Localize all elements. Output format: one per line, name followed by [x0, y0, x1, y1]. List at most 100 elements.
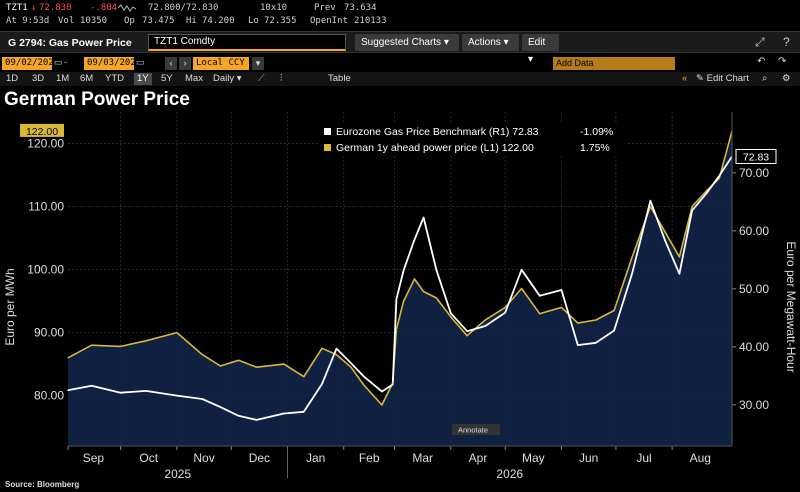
left-last-value-box [20, 123, 64, 137]
gas-point [706, 192, 708, 194]
ticker-symbol: TZT1 [6, 3, 28, 13]
gas-point [335, 347, 338, 350]
add-data-input[interactable]: Add Data [553, 57, 675, 70]
range-button-3d[interactable]: 3D [32, 73, 45, 84]
power-point [381, 404, 383, 406]
gas-point [466, 330, 468, 332]
undo-icon[interactable]: ↶ [757, 56, 766, 67]
gas-point [649, 200, 651, 202]
gas-point [303, 411, 305, 413]
double-chevron-left-icon[interactable]: « [682, 73, 688, 84]
power-point [90, 344, 93, 346]
chevron-down-icon[interactable]: ▾ [252, 57, 264, 70]
power-point [237, 359, 240, 361]
edit-dropdown[interactable]: Edit ▾ [522, 34, 559, 65]
calendar-icon[interactable]: ▭ [136, 57, 145, 67]
power-point [664, 231, 666, 233]
right-axis-label: Euro per Megawatt-Hour [784, 241, 798, 372]
x-tick-label: Feb [359, 451, 380, 465]
suggested-charts-dropdown[interactable]: Suggested Charts ▾ [355, 34, 459, 51]
zoom-icon[interactable]: ⌕ [762, 73, 768, 84]
range-button-1d[interactable]: 1D [6, 73, 19, 84]
power-point [67, 357, 69, 359]
step-forward-button[interactable]: › [179, 57, 191, 70]
ticker-change: -.804 [90, 3, 118, 13]
gas-point [90, 385, 93, 387]
range-button-5y[interactable]: 5Y [161, 73, 173, 84]
right-tick-label: 50.00 [739, 282, 769, 296]
suggested-charts-label: Suggested Charts [361, 37, 442, 48]
gas-point [395, 298, 397, 300]
table-button[interactable]: Table [328, 73, 351, 84]
currency-select[interactable]: Local CCY [193, 57, 249, 70]
actions-dropdown[interactable]: Actions ▾ [462, 34, 519, 51]
right-last-value-box [735, 148, 777, 164]
security-label: G 2794: Gas Power Price [8, 37, 132, 49]
chevron-down-icon: ▾ [236, 73, 242, 84]
x-tick-label: Oct [139, 451, 158, 465]
ticker-prev-label: Prev [314, 3, 336, 13]
pencil-icon: ✎ [696, 73, 707, 84]
ticker-vol-label: Vol [58, 16, 75, 26]
range-button-max[interactable]: Max [185, 73, 203, 84]
redo-icon[interactable]: ↷ [778, 56, 787, 67]
power-point [403, 300, 405, 302]
left-last-value: 122.00 [26, 126, 58, 138]
power-point [395, 328, 397, 331]
legend-label-power: German 1y ahead power price (L1) 122.00 [336, 142, 534, 154]
ticker-open-label: Op [124, 16, 135, 26]
edit-label: Edit [528, 37, 546, 48]
gas-point [321, 383, 323, 385]
edit-chart-button[interactable]: ✎ Edit Chart [696, 73, 749, 85]
ticker-open: 73.475 [142, 16, 175, 26]
power-point [283, 363, 285, 365]
x-tick-label: Jan [306, 451, 325, 465]
chevron-down-icon: ▾ [443, 37, 449, 48]
range-button-1y[interactable]: 1Y [134, 73, 152, 85]
chevron-down-icon: ▾ [528, 54, 534, 65]
power-point [520, 287, 523, 290]
power-point [321, 347, 323, 349]
end-date-input[interactable]: 09/03/2026 [84, 57, 141, 70]
frequency-select[interactable]: Daily ▾ [213, 73, 242, 85]
expand-icon[interactable]: ⤢ [755, 35, 765, 49]
step-back-button[interactable]: ‹ [165, 57, 177, 70]
bar-style-icon[interactable]: ⫶ [280, 73, 283, 84]
gas-point [201, 398, 203, 400]
gas-point [539, 295, 541, 297]
x-tick-label: Mar [412, 451, 433, 465]
range-button-6m[interactable]: 6M [80, 73, 94, 84]
range-button-1m[interactable]: 1M [56, 73, 70, 84]
ticker-time: At 9:53d [6, 16, 50, 26]
left-tick-label: 100.00 [27, 263, 64, 277]
gas-point [219, 406, 221, 408]
power-point [706, 190, 708, 192]
command-input[interactable]: TZT1 Comdty [148, 34, 346, 51]
line-chart-icon[interactable]: ⟋ [258, 73, 265, 84]
right-tick-label: 60.00 [739, 224, 769, 238]
x-tick-label: Jun [579, 451, 598, 465]
settings-icon[interactable]: ⚙ [782, 73, 791, 84]
power-point [539, 313, 541, 315]
power-point [363, 384, 365, 386]
gas-point [664, 239, 666, 241]
gas-point [631, 272, 633, 274]
help-icon[interactable]: ? [783, 35, 790, 49]
calendar-icon[interactable]: ▭ [54, 57, 63, 67]
gas-point [67, 389, 69, 391]
legend-change-power: 1.75% [580, 142, 610, 154]
gas-point [392, 383, 394, 386]
ticker-high: 74.200 [202, 16, 235, 26]
annotate-button[interactable]: Annotate [452, 424, 500, 435]
gas-point [350, 362, 352, 364]
left-axis-label: Euro per MWh [3, 268, 17, 345]
power-point [303, 376, 305, 378]
range-button-ytd[interactable]: YTD [105, 73, 124, 84]
right-tick-label: 30.00 [739, 398, 769, 412]
power-point [718, 177, 720, 179]
gas-point [403, 269, 405, 271]
ticker-openint: 210133 [354, 16, 387, 26]
right-tick-label: 40.00 [739, 340, 769, 354]
start-date-input[interactable]: 09/02/2025 [2, 57, 59, 70]
power-point [504, 306, 506, 308]
